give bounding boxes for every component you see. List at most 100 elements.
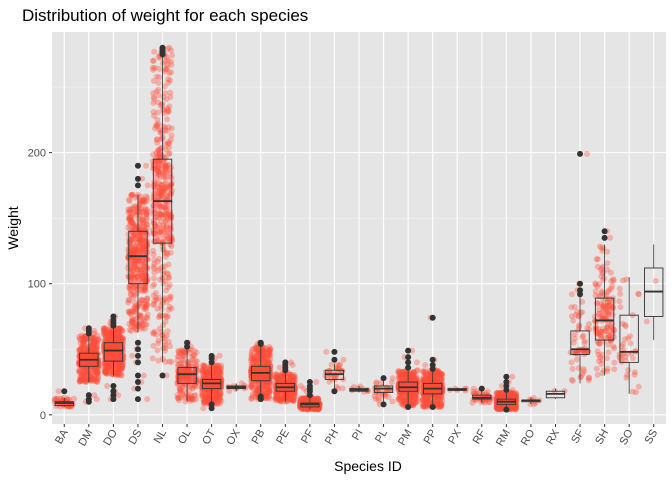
- data-point: [133, 211, 140, 218]
- data-point: [134, 321, 141, 327]
- data-point: [263, 379, 270, 386]
- data-point: [82, 378, 89, 385]
- data-point: [279, 373, 286, 380]
- data-point: [95, 363, 102, 369]
- data-point: [159, 203, 166, 210]
- data-point: [77, 353, 84, 360]
- data-point: [90, 351, 97, 358]
- data-point: [260, 358, 267, 365]
- data-point: [83, 372, 90, 379]
- data-point: [109, 352, 116, 359]
- data-point: [83, 364, 90, 370]
- data-point: [77, 336, 84, 343]
- data-point: [154, 139, 161, 146]
- data-point: [140, 216, 146, 223]
- data-point: [164, 127, 171, 134]
- data-point: [89, 366, 96, 373]
- data-point: [95, 360, 102, 367]
- data-point: [86, 351, 93, 357]
- data-point: [116, 325, 123, 332]
- data-point: [89, 349, 96, 356]
- data-point: [89, 335, 96, 342]
- data-point: [100, 344, 107, 351]
- data-point: [102, 344, 108, 351]
- data-point: [130, 283, 137, 290]
- data-point: [94, 379, 101, 385]
- data-point: [94, 361, 101, 368]
- data-point: [92, 361, 99, 368]
- data-point: [76, 369, 83, 376]
- data-point: [83, 379, 90, 385]
- data-point: [152, 125, 158, 132]
- data-point: [79, 353, 86, 360]
- data-point: [78, 352, 85, 359]
- data-point: [86, 348, 93, 354]
- data-point: [94, 365, 101, 372]
- data-point: [90, 334, 97, 341]
- data-point: [104, 355, 111, 362]
- data-point: [82, 370, 89, 377]
- data-point: [103, 330, 109, 337]
- data-point: [117, 365, 124, 372]
- data-point: [157, 145, 164, 152]
- data-point: [90, 359, 97, 366]
- data-point: [143, 306, 150, 313]
- data-point: [160, 322, 167, 329]
- data-point: [80, 354, 87, 360]
- data-point: [77, 340, 84, 347]
- data-point: [85, 360, 92, 367]
- data-point: [91, 350, 98, 357]
- data-point: [168, 182, 174, 189]
- data-point: [107, 344, 114, 351]
- data-point: [76, 359, 83, 366]
- data-point: [64, 396, 71, 402]
- data-point: [95, 369, 102, 376]
- data-point: [182, 384, 189, 391]
- data-point: [90, 351, 97, 358]
- data-point: [131, 224, 138, 231]
- data-point: [104, 355, 110, 362]
- data-point: [57, 403, 63, 410]
- data-point: [84, 354, 91, 360]
- data-point: [76, 378, 83, 385]
- data-point: [76, 368, 83, 375]
- data-point: [89, 377, 96, 383]
- data-point: [80, 372, 87, 379]
- data-point: [89, 338, 96, 345]
- data-point: [162, 344, 169, 351]
- data-point: [389, 375, 396, 382]
- data-point: [209, 373, 216, 380]
- data-point: [80, 370, 87, 377]
- data-point: [103, 332, 110, 339]
- data-point: [139, 325, 146, 332]
- data-point: [90, 347, 97, 354]
- data-point: [91, 376, 98, 383]
- data-point: [80, 339, 87, 345]
- data-point: [92, 349, 99, 356]
- data-point: [76, 335, 83, 342]
- data-point: [106, 353, 113, 360]
- data-point: [436, 369, 443, 376]
- data-point: [95, 335, 102, 342]
- data-point: [78, 376, 85, 383]
- data-point: [110, 343, 117, 349]
- data-point: [80, 346, 87, 353]
- data-point: [106, 336, 113, 343]
- data-point: [115, 325, 122, 332]
- data-point: [169, 52, 176, 59]
- data-point: [86, 369, 93, 376]
- data-point: [89, 339, 96, 346]
- data-point: [253, 353, 260, 360]
- data-point: [571, 331, 578, 338]
- data-point: [88, 350, 94, 357]
- data-point: [143, 256, 149, 263]
- data-point: [127, 208, 134, 215]
- data-point: [185, 376, 192, 383]
- data-point: [78, 343, 85, 350]
- data-point: [87, 360, 94, 367]
- data-point: [89, 352, 96, 359]
- data-point: [108, 343, 115, 350]
- data-point: [113, 354, 120, 360]
- data-point: [94, 342, 100, 349]
- data-point: [87, 370, 94, 377]
